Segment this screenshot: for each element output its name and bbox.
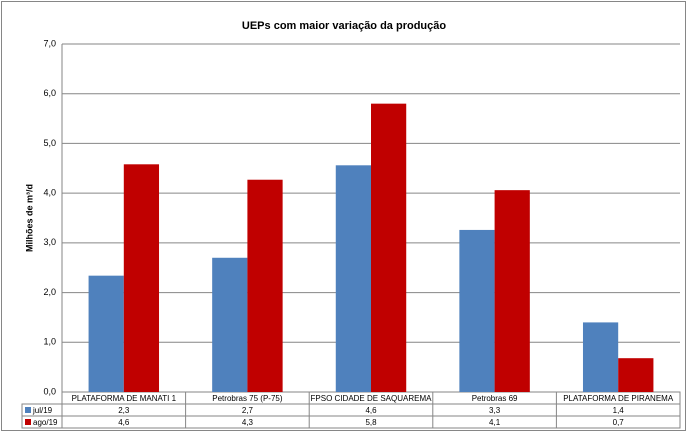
bar bbox=[335, 165, 371, 392]
bar bbox=[494, 190, 530, 392]
x-tick-label: Petrobras 69 bbox=[472, 394, 518, 403]
bar bbox=[371, 103, 407, 393]
bar bbox=[88, 275, 124, 392]
x-tick-label: PLATAFORMA DE PIRANEMA bbox=[563, 394, 674, 403]
y-tick-label: 6,0 bbox=[43, 88, 56, 98]
legend-label: ago/19 bbox=[33, 418, 58, 427]
bar bbox=[212, 257, 248, 392]
data-table-value: 4,6 bbox=[118, 418, 130, 427]
y-tick-label: 0,0 bbox=[43, 386, 56, 396]
y-axis-title: Milhões de m³/d bbox=[24, 184, 34, 252]
bar bbox=[247, 179, 283, 392]
data-table-value: 1,4 bbox=[613, 406, 625, 415]
bar bbox=[459, 229, 495, 392]
data-table-value: 3,3 bbox=[489, 406, 501, 415]
legend-label: jul/19 bbox=[32, 406, 53, 415]
y-tick-label: 4,0 bbox=[43, 188, 56, 198]
x-tick-label: Petrobras 75 (P-75) bbox=[212, 394, 283, 403]
data-table-value: 4,6 bbox=[365, 406, 377, 415]
bar bbox=[582, 322, 619, 392]
data-table-value: 2,7 bbox=[242, 406, 254, 415]
data-table-value: 4,1 bbox=[489, 418, 501, 427]
bar bbox=[123, 164, 160, 392]
x-tick-label: FPSO CIDADE DE SAQUAREMA bbox=[311, 394, 433, 403]
legend-swatch bbox=[25, 419, 31, 425]
data-table-value: 5,8 bbox=[365, 418, 377, 427]
data-table-value: 2,3 bbox=[118, 406, 130, 415]
y-tick-label: 7,0 bbox=[43, 38, 56, 48]
x-tick-label: PLATAFORMA DE MANATI 1 bbox=[72, 394, 177, 403]
y-tick-label: 2,0 bbox=[43, 287, 56, 297]
y-tick-label: 1,0 bbox=[43, 337, 56, 347]
data-table-value: 4,3 bbox=[242, 418, 254, 427]
legend-swatch bbox=[25, 407, 31, 413]
y-tick-label: 3,0 bbox=[43, 237, 56, 247]
y-tick-label: 5,0 bbox=[43, 138, 56, 148]
chart-title: UEPs com maior variação da produção bbox=[242, 20, 446, 32]
data-table-value: 0,7 bbox=[613, 418, 625, 427]
bar bbox=[618, 358, 654, 392]
legend-cell bbox=[21, 415, 63, 429]
